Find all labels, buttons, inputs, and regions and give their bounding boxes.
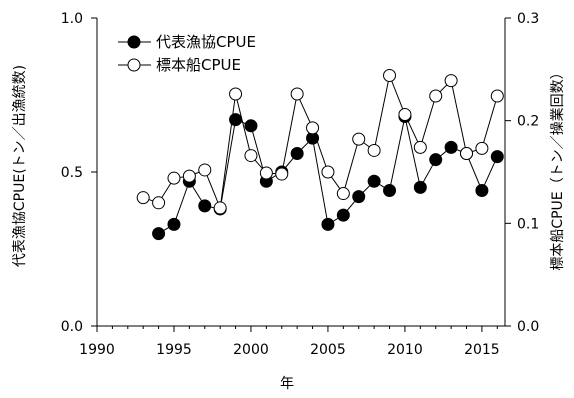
legend-label: 代表漁協CPUE <box>156 33 256 51</box>
x-tick-label: 2005 <box>310 342 346 358</box>
data-point-open <box>290 87 304 101</box>
data-point-open <box>367 143 381 157</box>
axes: 1990 1995 2000 2005 2010 2015 0.0 0.5 1.0 0.0 0.1 0… <box>61 11 540 358</box>
data-point-filled <box>490 150 504 164</box>
data-point-open <box>259 166 273 180</box>
x-tick-label: 1995 <box>156 342 192 358</box>
data-point-open <box>152 196 166 210</box>
data-point-open <box>306 121 320 135</box>
legend-entry: 標本船CPUE <box>118 56 241 74</box>
data-point-filled <box>413 180 427 194</box>
data-point-filled <box>429 153 443 167</box>
data-point-open <box>336 187 350 201</box>
legend-marker-open <box>127 58 141 72</box>
data-point-filled <box>290 147 304 161</box>
data-point-open <box>398 108 412 122</box>
data-point-open <box>413 140 427 154</box>
data-point-open <box>475 141 489 155</box>
y-axis-label-right: 標本船CPUE（トン／操業回数） <box>550 65 566 270</box>
data-point-open <box>182 169 196 183</box>
data-point-open <box>198 163 212 177</box>
x-axis-label: 年 <box>280 376 294 392</box>
data-point-open <box>275 167 289 181</box>
data-point-open <box>321 165 335 179</box>
legend-label: 標本船CPUE <box>156 56 241 74</box>
data-point-open <box>383 68 397 82</box>
data-point-filled <box>198 199 212 213</box>
data-point-open <box>229 87 243 101</box>
data-point-filled <box>244 119 258 133</box>
data-point-open <box>136 191 150 205</box>
data-point-open <box>167 171 181 185</box>
series-2 <box>136 68 504 215</box>
data-point-open <box>460 147 474 161</box>
data-point-filled <box>152 227 166 241</box>
y-axis-label-left: 代表漁協CPUE(トン／出漁統数) <box>12 65 28 267</box>
data-point-open <box>444 74 458 88</box>
data-point-filled <box>475 183 489 197</box>
y-tick-label-left: 0.0 <box>61 319 83 335</box>
data-point-open <box>213 201 227 215</box>
y-tick-label-right: 0.1 <box>517 216 539 232</box>
data-point-filled <box>321 217 335 231</box>
y-tick-label-right: 0.3 <box>517 11 539 27</box>
series-layer <box>136 68 504 241</box>
data-point-open <box>429 89 443 103</box>
data-point-filled <box>167 217 181 231</box>
data-point-filled <box>352 190 366 204</box>
y-tick-label-left: 1.0 <box>61 11 83 27</box>
legend-entry: 代表漁協CPUE <box>118 33 256 51</box>
x-tick-label: 2000 <box>233 342 269 358</box>
data-point-open <box>244 149 258 163</box>
series-line <box>143 73 498 210</box>
x-tick-label: 2015 <box>464 342 500 358</box>
data-point-filled <box>336 208 350 222</box>
data-point-filled <box>367 174 381 188</box>
legend: 代表漁協CPUE 標本船CPUE <box>118 33 256 74</box>
y-tick-label-left: 0.5 <box>61 165 83 181</box>
data-point-open <box>490 89 504 103</box>
x-tick-label: 2010 <box>387 342 423 358</box>
x-tick-label: 1990 <box>79 342 115 358</box>
y-tick-label-right: 0.0 <box>517 319 539 335</box>
data-point-filled <box>444 140 458 154</box>
y-tick-label-right: 0.2 <box>517 114 539 130</box>
data-point-open <box>352 132 366 146</box>
data-point-filled <box>383 183 397 197</box>
legend-marker-filled <box>127 35 141 49</box>
series-1 <box>152 110 504 241</box>
